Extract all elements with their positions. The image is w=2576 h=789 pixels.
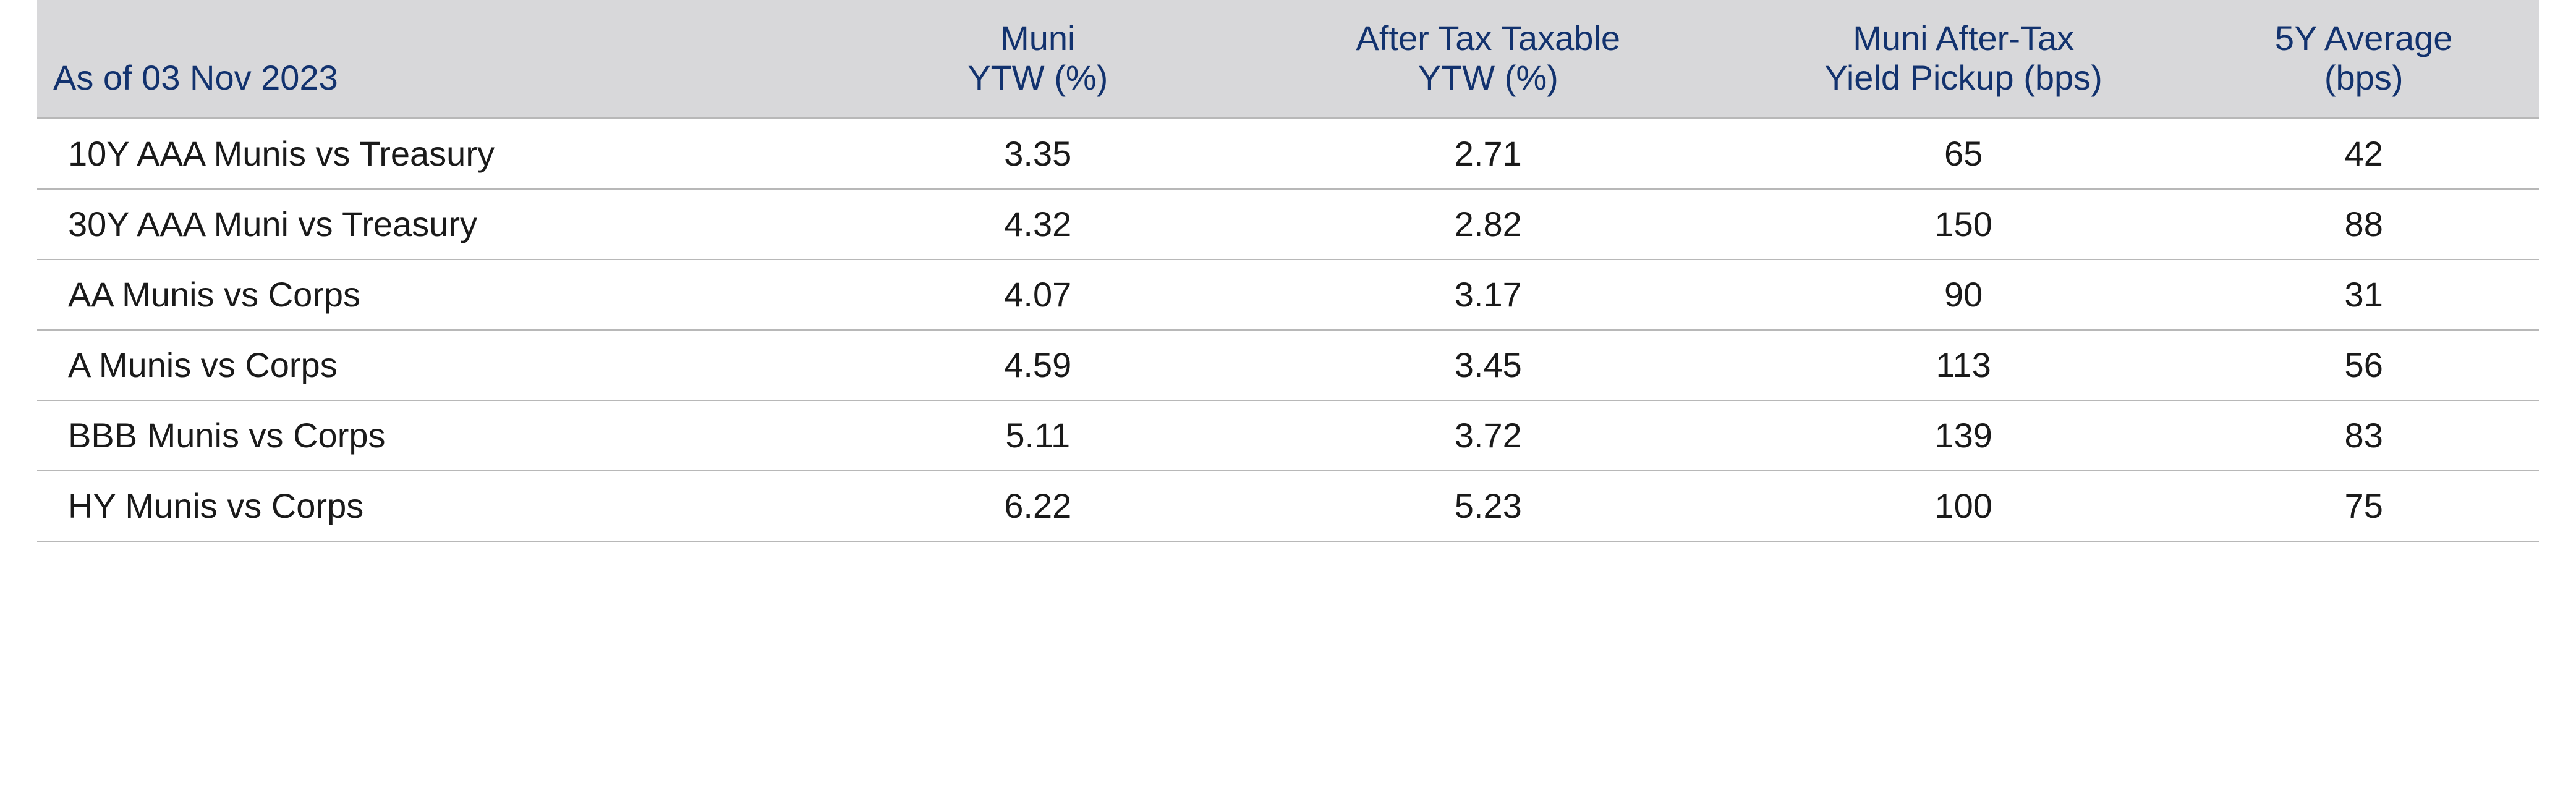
cell-yield-pickup: 113: [1738, 330, 2188, 400]
header-line1: After Tax Taxable: [1251, 19, 1726, 58]
header-line2: YTW (%): [1251, 58, 1726, 98]
header-line2: YTW (%): [850, 58, 1226, 98]
cell-after-tax-ytw: 2.71: [1238, 118, 1738, 189]
cell-5y-avg: 75: [2188, 471, 2539, 541]
header-col-after-tax-ytw: After Tax Taxable YTW (%): [1238, 0, 1738, 118]
cell-5y-avg: 83: [2188, 400, 2539, 471]
cell-after-tax-ytw: 2.82: [1238, 189, 1738, 259]
header-line2: Yield Pickup (bps): [1751, 58, 2176, 98]
cell-after-tax-ytw: 3.17: [1238, 259, 1738, 330]
cell-yield-pickup: 90: [1738, 259, 2188, 330]
header-row: As of 03 Nov 2023 Muni YTW (%) After Tax…: [37, 0, 2539, 118]
cell-5y-avg: 31: [2188, 259, 2539, 330]
row-label: 30Y AAA Muni vs Treasury: [37, 189, 838, 259]
cell-muni-ytw: 4.07: [838, 259, 1238, 330]
header-col-yield-pickup: Muni After-Tax Yield Pickup (bps): [1738, 0, 2188, 118]
cell-yield-pickup: 65: [1738, 118, 2188, 189]
row-label: BBB Munis vs Corps: [37, 400, 838, 471]
header-line2: (bps): [2201, 58, 2527, 98]
cell-after-tax-ytw: 5.23: [1238, 471, 1738, 541]
cell-after-tax-ytw: 3.45: [1238, 330, 1738, 400]
cell-5y-avg: 88: [2188, 189, 2539, 259]
table-row: HY Munis vs Corps 6.22 5.23 100 75: [37, 471, 2539, 541]
cell-yield-pickup: 139: [1738, 400, 2188, 471]
cell-5y-avg: 42: [2188, 118, 2539, 189]
table-container: As of 03 Nov 2023 Muni YTW (%) After Tax…: [0, 0, 2576, 554]
cell-muni-ytw: 4.59: [838, 330, 1238, 400]
header-col-muni-ytw: Muni YTW (%): [838, 0, 1238, 118]
cell-muni-ytw: 6.22: [838, 471, 1238, 541]
header-line1: Muni: [850, 19, 1226, 58]
cell-5y-avg: 56: [2188, 330, 2539, 400]
table-row: BBB Munis vs Corps 5.11 3.72 139 83: [37, 400, 2539, 471]
cell-yield-pickup: 150: [1738, 189, 2188, 259]
cell-muni-ytw: 3.35: [838, 118, 1238, 189]
table-body: 10Y AAA Munis vs Treasury 3.35 2.71 65 4…: [37, 118, 2539, 541]
cell-yield-pickup: 100: [1738, 471, 2188, 541]
header-line1: 5Y Average: [2201, 19, 2527, 58]
table-row: 30Y AAA Muni vs Treasury 4.32 2.82 150 8…: [37, 189, 2539, 259]
cell-muni-ytw: 5.11: [838, 400, 1238, 471]
header-line1: Muni After-Tax: [1751, 19, 2176, 58]
muni-yield-table: As of 03 Nov 2023 Muni YTW (%) After Tax…: [37, 0, 2539, 542]
row-label: AA Munis vs Corps: [37, 259, 838, 330]
cell-muni-ytw: 4.32: [838, 189, 1238, 259]
row-label: 10Y AAA Munis vs Treasury: [37, 118, 838, 189]
table-row: 10Y AAA Munis vs Treasury 3.35 2.71 65 4…: [37, 118, 2539, 189]
table-row: A Munis vs Corps 4.59 3.45 113 56: [37, 330, 2539, 400]
header-col-5y-avg: 5Y Average (bps): [2188, 0, 2539, 118]
header-as-of: As of 03 Nov 2023: [37, 0, 838, 118]
row-label: A Munis vs Corps: [37, 330, 838, 400]
row-label: HY Munis vs Corps: [37, 471, 838, 541]
cell-after-tax-ytw: 3.72: [1238, 400, 1738, 471]
table-row: AA Munis vs Corps 4.07 3.17 90 31: [37, 259, 2539, 330]
